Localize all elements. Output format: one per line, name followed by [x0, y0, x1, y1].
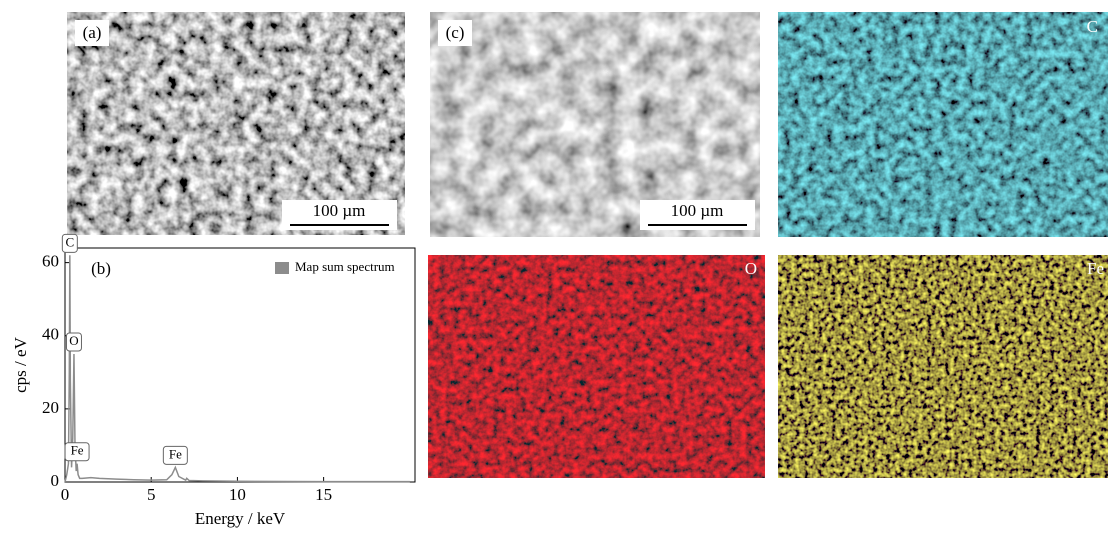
peak-label: Fe: [169, 446, 182, 461]
x-tick-label: 5: [147, 485, 156, 504]
panel-label: (a): [83, 23, 102, 42]
panel-label: (c): [446, 23, 465, 42]
x-axis-label: Energy / keV: [195, 509, 286, 528]
map-label: O: [745, 259, 757, 278]
peak-label: Fe: [71, 443, 84, 458]
legend-swatch: [275, 262, 289, 274]
x-tick-label: 0: [61, 485, 70, 504]
spectrum-line: [65, 255, 410, 482]
y-tick-label: 20: [42, 398, 59, 417]
y-tick-label: 0: [51, 471, 60, 490]
map-c: [778, 12, 1108, 237]
peak-label: C: [65, 234, 74, 249]
plot-frame: [65, 248, 415, 482]
legend-label: Map sum spectrum: [295, 259, 395, 274]
scale-bar-text: 100 µm: [671, 201, 724, 220]
map-label: Fe: [1087, 259, 1104, 278]
map-o: [428, 255, 765, 478]
figure: (a) 100 µm (c) 100 µm C O Fe (b) Energy …: [0, 0, 1110, 530]
x-tick-label: 10: [229, 485, 246, 504]
map-label: C: [1087, 17, 1098, 36]
y-tick-label: 60: [42, 252, 59, 271]
x-tick-label: 15: [315, 485, 332, 504]
y-axis-label: cps / eV: [11, 336, 30, 392]
spectrum-chart: (b) Energy / keV cps / eV 0 5 10 15 0 20 40 60 M…: [11, 234, 415, 528]
scale-bar-text: 100 µm: [313, 201, 366, 220]
panel-label: (b): [91, 259, 111, 278]
y-tick-label: 40: [42, 325, 59, 344]
peak-label: O: [69, 333, 78, 348]
map-fe: [778, 255, 1108, 478]
